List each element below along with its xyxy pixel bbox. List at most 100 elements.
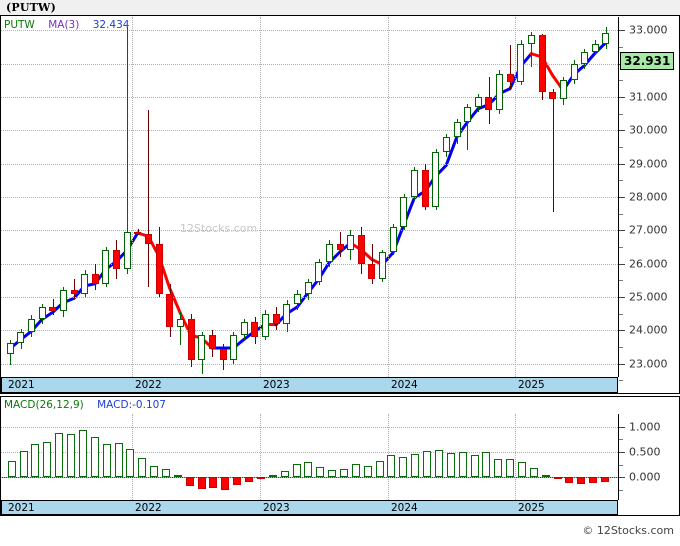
candle-body (251, 322, 258, 337)
price-y-label: 33.000 (629, 23, 668, 37)
candle-body (464, 107, 471, 122)
macd-bar (79, 429, 87, 478)
macd-bar (542, 474, 550, 478)
macd-bar (577, 477, 585, 484)
candle-body (337, 243, 344, 251)
macd-bar (67, 433, 75, 478)
macd-bar (506, 459, 514, 478)
candle-body (145, 233, 152, 244)
macd-bar (138, 458, 146, 478)
page-title: (PUTW) (6, 1, 57, 14)
price-y-label: 31.000 (629, 90, 668, 104)
price-y-minor-tick (619, 280, 623, 282)
price-x-label: 2022 (135, 379, 162, 391)
price-gridline (1, 363, 618, 365)
macd-bar (281, 471, 289, 478)
macd-bar (233, 477, 241, 485)
macd-bar (352, 464, 360, 478)
candle-wick (127, 27, 128, 274)
legend-indicator-value: 32.434 (92, 19, 130, 31)
macd-bar (174, 475, 182, 478)
price-gridline (1, 63, 618, 65)
price-gridline (1, 97, 618, 98)
price-year-gridline (388, 17, 389, 377)
price-gridline (1, 130, 618, 132)
watermark-copyright: © 12Stocks.com (582, 524, 674, 537)
price-legend: PUTW MA(3) 32.434 (4, 19, 129, 31)
candle-wick (553, 88, 554, 212)
candle-body (156, 243, 163, 294)
candle-body (326, 243, 333, 262)
macd-y-minor-tick (619, 489, 623, 491)
price-plot-area (1, 17, 618, 377)
price-x-label: 2025 (518, 379, 545, 391)
macd-bar (435, 449, 443, 478)
candle-body (209, 335, 216, 349)
price-y-minor-tick (619, 147, 623, 148)
macd-plot-area (1, 414, 618, 500)
candle-body (560, 80, 567, 99)
macd-year-gridline (260, 414, 261, 500)
macd-bar (447, 453, 455, 478)
candle-body (507, 73, 514, 82)
price-y-label: 26.000 (629, 257, 668, 271)
price-y-minor-tick (619, 80, 623, 82)
candle-body (358, 235, 365, 264)
candle-wick (148, 110, 149, 287)
price-gridline (1, 197, 618, 198)
macd-bar (411, 454, 419, 478)
candle-body (592, 43, 599, 52)
candle-body (262, 313, 269, 337)
macd-bar (209, 477, 217, 489)
price-y-tick (619, 330, 625, 332)
candle-body (602, 32, 609, 44)
macd-legend-name: MACD(26,12,9) (4, 399, 84, 411)
candle-body (124, 232, 131, 269)
price-y-axis: 33.00032.00031.00030.00029.00028.00027.0… (618, 17, 679, 382)
macd-bar (126, 449, 134, 478)
candle-body (443, 137, 450, 152)
candle-body (177, 318, 184, 327)
legend-indicator: MA(3) (48, 19, 80, 31)
macd-bar (340, 469, 348, 478)
candle-body (92, 273, 99, 284)
candle-body (241, 322, 248, 336)
macd-y-tick (619, 477, 625, 479)
candle-body (422, 170, 429, 207)
candle-body (496, 73, 503, 111)
candle-body (198, 335, 205, 361)
macd-bar (601, 477, 609, 483)
macd-bar (423, 450, 431, 478)
macd-y-minor-tick (619, 439, 623, 441)
legend-symbol: PUTW (4, 19, 35, 31)
macd-bar (43, 441, 51, 478)
price-gridline (1, 263, 618, 265)
macd-x-label: 2025 (518, 502, 545, 514)
candle-body (368, 263, 375, 279)
price-gridline (1, 297, 618, 298)
price-x-axis: 2021 2022 2023 2024 2025 (1, 377, 618, 393)
candle-wick (74, 278, 75, 299)
macd-legend-value: MACD:-0.107 (97, 399, 166, 411)
candle-body (102, 250, 109, 284)
candle-body (411, 170, 418, 197)
candle-body (220, 348, 227, 361)
macd-bar (471, 454, 479, 478)
macd-year-gridline (515, 414, 516, 500)
candle-body (188, 318, 195, 361)
macd-bar (8, 460, 16, 478)
macd-x-label: 2022 (135, 502, 162, 514)
price-y-label: 29.000 (629, 157, 668, 171)
macd-bar (459, 452, 467, 478)
price-y-minor-tick (619, 380, 623, 382)
macd-bar (55, 432, 63, 478)
candle-body (454, 122, 461, 137)
candle-wick (467, 103, 468, 151)
macd-x-axis: 2021 2022 2023 2024 2025 (1, 500, 618, 515)
price-y-tick (619, 297, 625, 298)
macd-y-tick (619, 426, 625, 428)
candle-body (528, 35, 535, 44)
macd-bar (565, 477, 573, 483)
price-y-label: 30.000 (629, 123, 668, 137)
